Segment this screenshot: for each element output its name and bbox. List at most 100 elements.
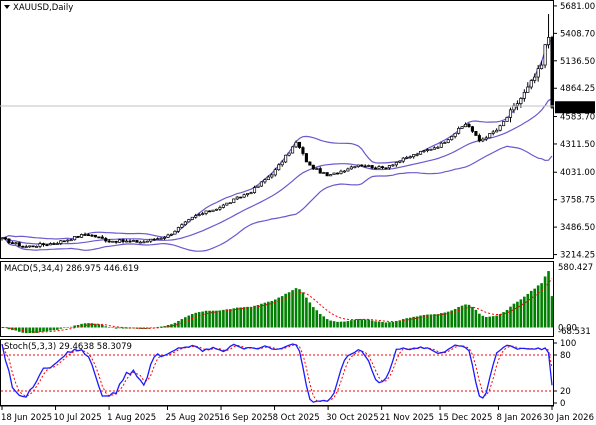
macd-bar bbox=[523, 296, 526, 328]
macd-bar bbox=[90, 323, 94, 328]
price-candle bbox=[80, 233, 84, 238]
macd-bar bbox=[208, 310, 211, 328]
macd-bar bbox=[177, 320, 180, 328]
price-candle bbox=[467, 122, 471, 128]
price-candle bbox=[176, 226, 180, 233]
price-candle bbox=[488, 133, 492, 139]
price-candle bbox=[533, 73, 537, 84]
price-tick-label: 4031.00 bbox=[560, 168, 595, 178]
price-candle bbox=[52, 242, 56, 245]
macd-bar bbox=[59, 327, 63, 329]
price-candle bbox=[367, 164, 371, 168]
stoch-tick-label: 80 bbox=[560, 351, 571, 361]
price-candle bbox=[543, 44, 547, 69]
current-price-label: 4675.77 bbox=[560, 103, 595, 113]
price-candle bbox=[287, 152, 291, 157]
price-tick-label: 4583.70 bbox=[560, 113, 595, 123]
price-candle bbox=[460, 126, 464, 129]
macd-bar bbox=[350, 320, 353, 328]
macd-bar bbox=[111, 327, 114, 329]
macd-bar bbox=[540, 283, 543, 328]
price-tick-label: 5408.70 bbox=[560, 29, 595, 39]
macd-bar bbox=[533, 288, 537, 328]
price-candle bbox=[76, 235, 80, 239]
macd-bar bbox=[263, 302, 267, 328]
macd-bar bbox=[484, 316, 488, 328]
price-candle bbox=[55, 241, 59, 245]
macd-bar bbox=[467, 304, 471, 328]
macd-bar bbox=[547, 271, 550, 328]
price-candle bbox=[124, 239, 129, 243]
macd-bar bbox=[429, 314, 433, 328]
macd-bar bbox=[526, 293, 530, 328]
macd-bar bbox=[329, 320, 332, 328]
price-candle bbox=[394, 161, 398, 167]
x-axis: 18 Jun 2025 10 Jul 2025 1 Aug 2025 25 Aug 2… bbox=[0, 405, 594, 423]
macd-tick-label: 580.427 bbox=[558, 263, 593, 273]
x-tick-label: 16 Sep 2025 bbox=[219, 413, 273, 423]
price-candle bbox=[114, 240, 118, 244]
price-candle bbox=[529, 79, 533, 90]
macd-bar bbox=[31, 327, 35, 334]
macd-bar bbox=[187, 315, 191, 328]
macd-bar bbox=[550, 296, 554, 328]
macd-bar bbox=[408, 317, 412, 328]
macd-bar bbox=[422, 314, 426, 328]
price-tick-label: 3758.75 bbox=[560, 196, 595, 206]
macd-tick-label: -68.531 bbox=[558, 327, 591, 337]
price-candle bbox=[83, 232, 87, 236]
macd-label: MACD(5,34,4) 286.975 446.619 bbox=[4, 264, 139, 274]
price-candle bbox=[391, 164, 395, 167]
stoch-panel-frame bbox=[0, 339, 554, 406]
x-tick-label: 30 Jan 2026 bbox=[543, 413, 594, 423]
macd-bar bbox=[481, 315, 485, 328]
macd-bar bbox=[173, 322, 177, 328]
macd-bar bbox=[139, 327, 142, 329]
stoch-tick-label: 100 bbox=[560, 339, 576, 349]
price-candle bbox=[100, 235, 104, 239]
price-candle bbox=[415, 152, 419, 157]
price-candle bbox=[384, 167, 388, 170]
price-candle bbox=[536, 64, 540, 82]
symbol-dropdown-icon[interactable] bbox=[4, 5, 10, 9]
stoch-main-line bbox=[1, 343, 553, 403]
price-candle bbox=[3, 236, 8, 241]
macd-bar bbox=[395, 321, 398, 328]
macd-bar bbox=[280, 296, 284, 328]
macd-bar bbox=[305, 297, 308, 328]
macd-y-axis: 580.427 0.00-68.531 bbox=[558, 263, 593, 337]
macd-bar bbox=[505, 309, 509, 328]
macd-bar bbox=[218, 310, 222, 328]
x-tick-label: 25 Aug 2025 bbox=[165, 413, 219, 423]
price-candle bbox=[502, 121, 506, 127]
macd-bar bbox=[436, 314, 440, 328]
macd-bar bbox=[495, 315, 498, 328]
macd-bar bbox=[339, 321, 343, 328]
price-tick-label: 4864.25 bbox=[560, 84, 595, 94]
symbol-label[interactable]: XAUUSD,Daily bbox=[13, 3, 73, 13]
price-panel: 5681.00 5408.70 5136.50 4864.25 4675.774583.… bbox=[0, 0, 595, 261]
macd-bar bbox=[426, 314, 429, 328]
macd-bar bbox=[443, 312, 447, 328]
x-tick-label: 10 Jul 2025 bbox=[54, 413, 102, 423]
macd-bar bbox=[336, 321, 339, 328]
macd-bar bbox=[298, 289, 301, 328]
price-candle bbox=[342, 170, 347, 173]
macd-bar bbox=[415, 316, 419, 328]
x-tick-label: 8 Oct 2025 bbox=[273, 413, 320, 423]
price-candle bbox=[256, 185, 260, 188]
price-candle bbox=[380, 165, 385, 170]
macd-bar bbox=[204, 310, 208, 328]
price-candle bbox=[353, 166, 357, 169]
price-candle bbox=[329, 173, 333, 177]
price-candle bbox=[457, 126, 461, 135]
price-candle bbox=[62, 240, 66, 243]
price-candle bbox=[239, 196, 243, 199]
price-candle bbox=[470, 125, 474, 133]
macd-bar bbox=[45, 327, 49, 332]
macd-panel: 580.427 0.00-68.531 MACD(5,34,4) 286.975 … bbox=[0, 261, 593, 337]
price-candle bbox=[59, 240, 63, 246]
price-candle bbox=[90, 234, 94, 237]
price-candle bbox=[280, 160, 284, 167]
